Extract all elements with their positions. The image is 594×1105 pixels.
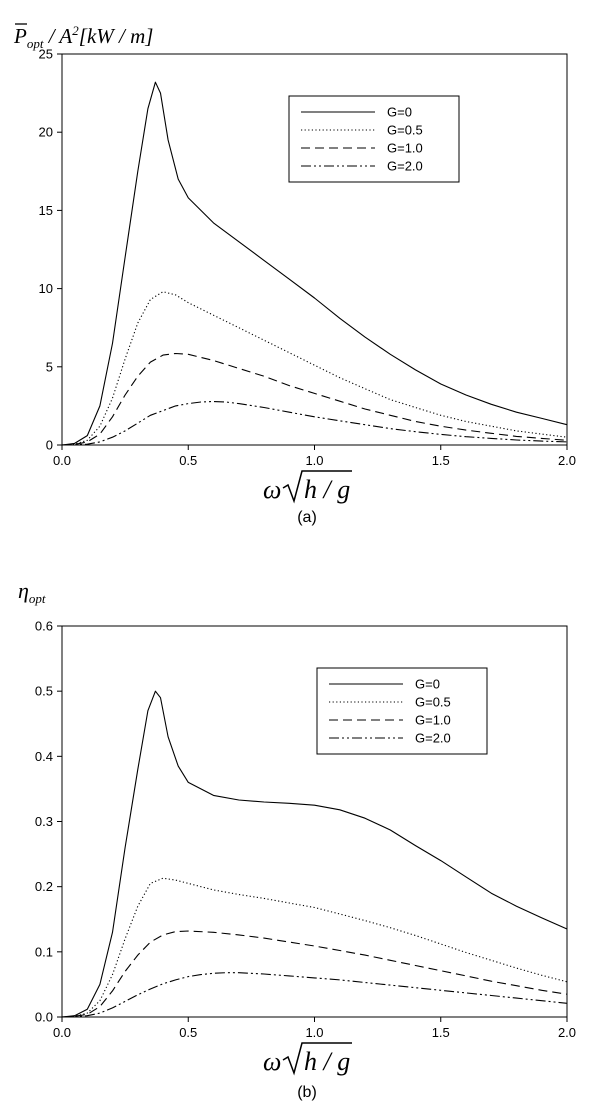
ylabel-a-slash2: / xyxy=(114,24,130,48)
chart-panel-a: Popt / A2[kW / m] 0.0 0.5 1.0 1.5 2.0 0 5 10 15 2… xyxy=(13,23,576,526)
legend-b: G=0 G=0.5 G=1.0 G=2.0 xyxy=(316,667,488,755)
series-line-g-0 xyxy=(61,81,568,446)
ylabel-a-sub: opt xyxy=(27,36,44,51)
ylabel-a-kw: kW xyxy=(87,24,116,48)
ticks-a: 0.0 0.5 1.0 1.5 2.0 0 5 10 15 20 25 xyxy=(39,47,577,469)
chart-panel-b: ηopt 0.0 0.5 1.0 1.5 2.00.00.10.20.30.40.50.… xyxy=(18,578,576,1101)
legend-label: G=1.0 xyxy=(415,713,451,728)
legend-box xyxy=(288,95,460,183)
x-tick-label: 1.5 xyxy=(432,453,450,468)
y-tick-label: 0 xyxy=(46,438,53,453)
legend-label: G=2.0 xyxy=(387,159,423,174)
series-a xyxy=(61,81,568,446)
y-tick-label: 0.4 xyxy=(35,749,53,764)
series-line-g-2-0 xyxy=(61,400,568,446)
x-tick-label: 2.0 xyxy=(558,453,576,468)
legend-label: G=0.5 xyxy=(387,123,423,138)
y-tick-label: 0.5 xyxy=(35,684,53,699)
x-tick-label: 2.0 xyxy=(558,1025,576,1040)
y-axis-label-b: ηopt xyxy=(18,578,46,606)
series-line-g-2-0 xyxy=(61,972,568,1018)
plot-frame-b xyxy=(61,625,568,1018)
ylabel-a-p: P xyxy=(13,24,27,48)
y-axis-label-a: Popt / A2[kW / m] xyxy=(13,23,153,51)
y-tick-label: 0.6 xyxy=(35,619,53,634)
ylabel-b-eta: η xyxy=(18,578,29,603)
series-line-g-0-5 xyxy=(61,877,568,1018)
ticks-b: 0.0 0.5 1.0 1.5 2.0 0.0 0.1 0.2 0.3 0.4 0.5 0.6 xyxy=(35,619,576,1041)
x-tick-label: 0.5 xyxy=(179,1025,197,1040)
legend-box xyxy=(316,667,488,755)
ylabel-a-sup: 2 xyxy=(72,23,79,38)
legend-label: G=0 xyxy=(387,105,412,120)
x-tick-label: 1.0 xyxy=(305,453,323,468)
ylabel-b-sub: opt xyxy=(29,591,46,606)
x-axis-label-b: ω h / g xyxy=(263,1042,352,1076)
xlabel-b-omega: ω xyxy=(263,1047,281,1076)
legend-label: G=0 xyxy=(415,677,440,692)
series-line-g-0-5 xyxy=(61,291,568,446)
ylabel-a-a: A xyxy=(57,24,72,48)
xlabel-a-hg: h / g xyxy=(304,475,350,504)
xlabel-a-omega: ω xyxy=(263,475,281,504)
legend-a: G=0 G=0.5 G=1.0 G=2.0 xyxy=(288,95,460,183)
y-tick-label: 0.2 xyxy=(35,879,53,894)
y-tick-label: 15 xyxy=(39,203,53,218)
xlabel-a-radical xyxy=(282,470,352,504)
x-tick-label: 0.0 xyxy=(53,1025,71,1040)
ylabel-a-unit: [ xyxy=(79,24,88,48)
legend-label: G=0.5 xyxy=(415,695,451,710)
ylabel-a-m: m xyxy=(130,24,145,48)
ylabel-a-close: ] xyxy=(144,24,153,48)
x-tick-label: 1.0 xyxy=(305,1025,323,1040)
series-line-g-1-0 xyxy=(61,352,568,446)
y-tick-label: 10 xyxy=(39,281,53,296)
y-tick-label: 25 xyxy=(39,47,53,62)
legend-label: G=2.0 xyxy=(415,731,451,746)
ylabel-a-slash: / xyxy=(43,24,59,48)
series-line-g-0 xyxy=(61,690,568,1018)
series-line-g-1-0 xyxy=(61,930,568,1018)
y-tick-label: 0.1 xyxy=(35,944,53,959)
x-axis-label-a: ω h / g xyxy=(263,470,352,504)
y-tick-label: 0.3 xyxy=(35,814,53,829)
caption-b: (b) xyxy=(297,1084,317,1101)
legend-label: G=1.0 xyxy=(387,141,423,156)
caption-a: (a) xyxy=(297,509,317,526)
x-tick-label: 0.5 xyxy=(179,453,197,468)
x-tick-label: 0.0 xyxy=(53,453,71,468)
xlabel-b-hg: h / g xyxy=(304,1047,350,1076)
series-b xyxy=(61,690,568,1018)
xlabel-b-radical xyxy=(282,1042,352,1076)
y-tick-label: 20 xyxy=(39,125,53,140)
y-tick-label: 5 xyxy=(46,359,53,374)
x-tick-label: 1.5 xyxy=(432,1025,450,1040)
y-tick-label: 0.0 xyxy=(35,1010,53,1025)
